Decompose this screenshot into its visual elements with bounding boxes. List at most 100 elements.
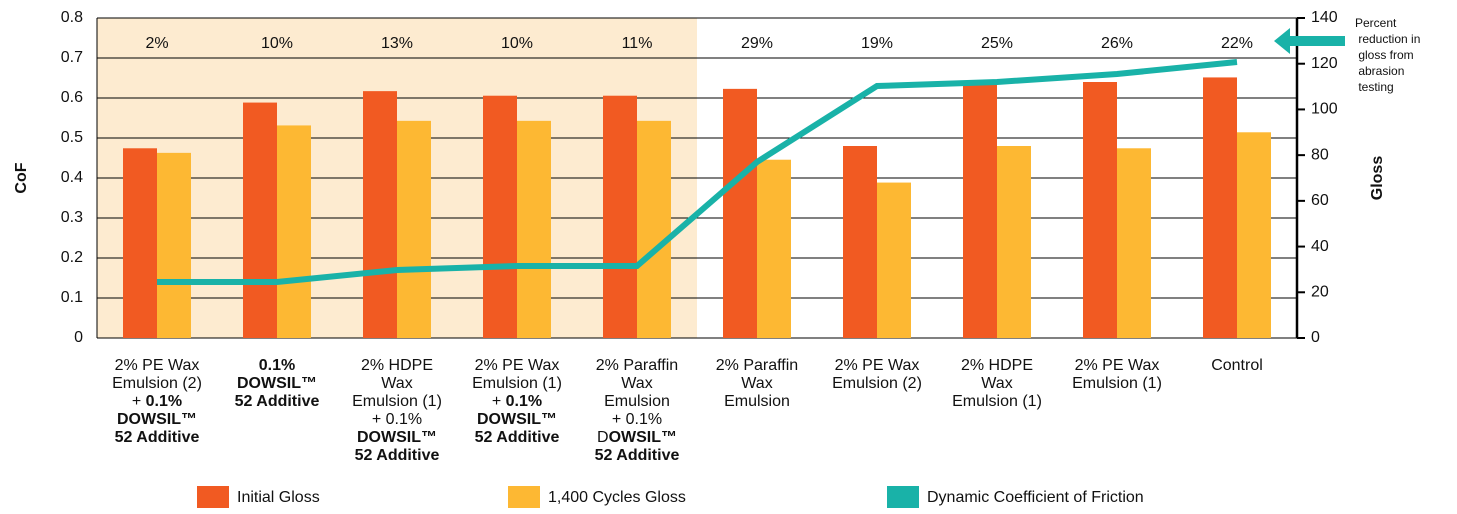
x-tick-line: Emulsion (2) xyxy=(112,375,202,392)
x-tick-text: Wax xyxy=(741,375,772,392)
x-tick-line: Emulsion (2) xyxy=(832,375,922,392)
x-tick-text: 2% Paraffin xyxy=(716,357,798,374)
legend-label: Dynamic Coefficient of Friction xyxy=(927,489,1144,506)
x-tick-line: 52 Additive xyxy=(595,447,680,464)
x-tick-line: Wax xyxy=(621,375,652,392)
note-arrow xyxy=(1274,28,1345,54)
x-tick-label: 2% Paraffin Wax Emulsion xyxy=(716,357,798,410)
x-tick-text: Emulsion (1) xyxy=(952,393,1042,410)
annotation: 2% xyxy=(145,35,168,52)
x-tick-line: + 0.1% xyxy=(492,393,542,410)
x-tick-text: Emulsion xyxy=(724,393,790,410)
line xyxy=(157,59,1238,285)
bar xyxy=(1237,132,1271,338)
x-tick-line: + 0.1% xyxy=(372,411,422,428)
bar xyxy=(517,120,551,338)
annotation: 25% xyxy=(981,35,1013,52)
bar xyxy=(757,159,791,338)
x-tick-line: 2% PE Wax xyxy=(1075,357,1160,374)
x-tick-bold: 0.1% xyxy=(506,393,542,410)
bar xyxy=(363,91,397,339)
note-line: testing xyxy=(1355,80,1394,94)
x-tick-bold: 52 Additive xyxy=(235,393,320,410)
x-tick-label: 2% PE Wax Emulsion (2) + 0.1% DOWSIL™ 52 Add… xyxy=(112,357,202,446)
x-tick-line: 2% PE Wax xyxy=(115,357,200,374)
x-tick-line: Wax xyxy=(381,375,412,392)
x-tick-line: DOWSIL™ xyxy=(117,411,197,428)
y-tick-label: 0.3 xyxy=(61,209,83,226)
bar xyxy=(483,95,517,338)
x-tick-text: 2% HDPE xyxy=(961,357,1033,374)
x-tick-text: + 0.1% xyxy=(372,411,422,428)
y2-tick-label: 60 xyxy=(1311,192,1329,209)
x-tick-line: Wax xyxy=(981,375,1012,392)
x-tick-line: Emulsion xyxy=(604,393,670,410)
bar xyxy=(963,84,997,339)
y2-tick-label: 0 xyxy=(1311,329,1320,346)
x-tick-line: DOWSIL™ xyxy=(237,375,317,392)
x-tick-text: 2% HDPE xyxy=(361,357,433,374)
y-tick-label: 0.2 xyxy=(61,249,83,266)
bar xyxy=(157,152,191,338)
x-tick-line: 2% HDPE xyxy=(961,357,1033,374)
x-tick-bold: 0.1% xyxy=(146,393,182,410)
x-tick-line: 2% Paraffin xyxy=(596,357,678,374)
x-tick-bold: DOWSIL™ xyxy=(237,375,317,392)
x-tick-bold: 0.1% xyxy=(259,357,295,374)
y2-axis-title: Gloss xyxy=(1369,156,1386,201)
note-line: gloss from xyxy=(1355,48,1414,62)
x-tick-bold: 52 Additive xyxy=(355,447,440,464)
x-tick-text: + xyxy=(492,393,506,410)
bar xyxy=(997,146,1031,338)
y2-tick-label: 100 xyxy=(1311,101,1338,118)
legend-label: Initial Gloss xyxy=(237,489,320,506)
x-tick-line: 2% Paraffin xyxy=(716,357,798,374)
note-line: reduction in xyxy=(1355,32,1420,46)
x-tick-label: 2% PE Wax Emulsion (2) xyxy=(832,357,922,392)
bar xyxy=(843,146,877,338)
y2-tick-label: 40 xyxy=(1311,238,1329,255)
bar xyxy=(1203,77,1237,338)
x-tick-text: Control xyxy=(1211,357,1263,374)
x-tick-label: 2% PE Wax Emulsion (1) xyxy=(1072,357,1162,392)
x-tick-text: 2% PE Wax xyxy=(1075,357,1160,374)
x-tick-text: 2% PE Wax xyxy=(835,357,920,374)
x-tick-line: 2% PE Wax xyxy=(835,357,920,374)
y2-tick-label: 20 xyxy=(1311,284,1329,301)
legend-swatch xyxy=(887,486,919,508)
x-tick-line: Emulsion (1) xyxy=(952,393,1042,410)
x-tick-line: Emulsion (1) xyxy=(1072,375,1162,392)
annotation: 29% xyxy=(741,35,773,52)
y-tick-label: 0.4 xyxy=(61,169,83,186)
x-tick-bold: 52 Additive xyxy=(595,447,680,464)
annotation: 13% xyxy=(381,35,413,52)
bar xyxy=(723,88,757,338)
x-tick-text: + 0.1% xyxy=(612,411,662,428)
x-tick-line: 52 Additive xyxy=(355,447,440,464)
y-tick-label: 0.8 xyxy=(61,9,83,26)
bar xyxy=(877,182,911,338)
legend-swatch xyxy=(508,486,540,508)
y2-tick-label: 120 xyxy=(1311,55,1338,72)
bar xyxy=(277,125,311,338)
x-tick-text: D xyxy=(597,429,609,446)
x-tick-line: 52 Additive xyxy=(235,393,320,410)
y-tick-label: 0.5 xyxy=(61,129,83,146)
x-tick-line: Emulsion xyxy=(724,393,790,410)
bar xyxy=(397,120,431,338)
x-tick-line: DOWSIL™ xyxy=(597,429,677,446)
x-tick-text: 2% PE Wax xyxy=(475,357,560,374)
x-tick-label: 2% HDPE Wax Emulsion (1) + 0.1% DOWSIL™ 52 Ad… xyxy=(352,357,442,464)
annotation: 22% xyxy=(1221,35,1253,52)
x-tick-text: Emulsion (1) xyxy=(352,393,442,410)
bar xyxy=(243,102,277,338)
bar xyxy=(1117,148,1151,338)
note: Percent reduction in gloss from abrasion… xyxy=(1355,16,1420,94)
y2-tick-label: 140 xyxy=(1311,9,1338,26)
x-tick-text: 2% PE Wax xyxy=(115,357,200,374)
x-tick-text: Emulsion (1) xyxy=(472,375,562,392)
x-tick-line: 2% PE Wax xyxy=(475,357,560,374)
x-tick-line: DOWSIL™ xyxy=(477,411,557,428)
x-tick-line: + 0.1% xyxy=(132,393,182,410)
